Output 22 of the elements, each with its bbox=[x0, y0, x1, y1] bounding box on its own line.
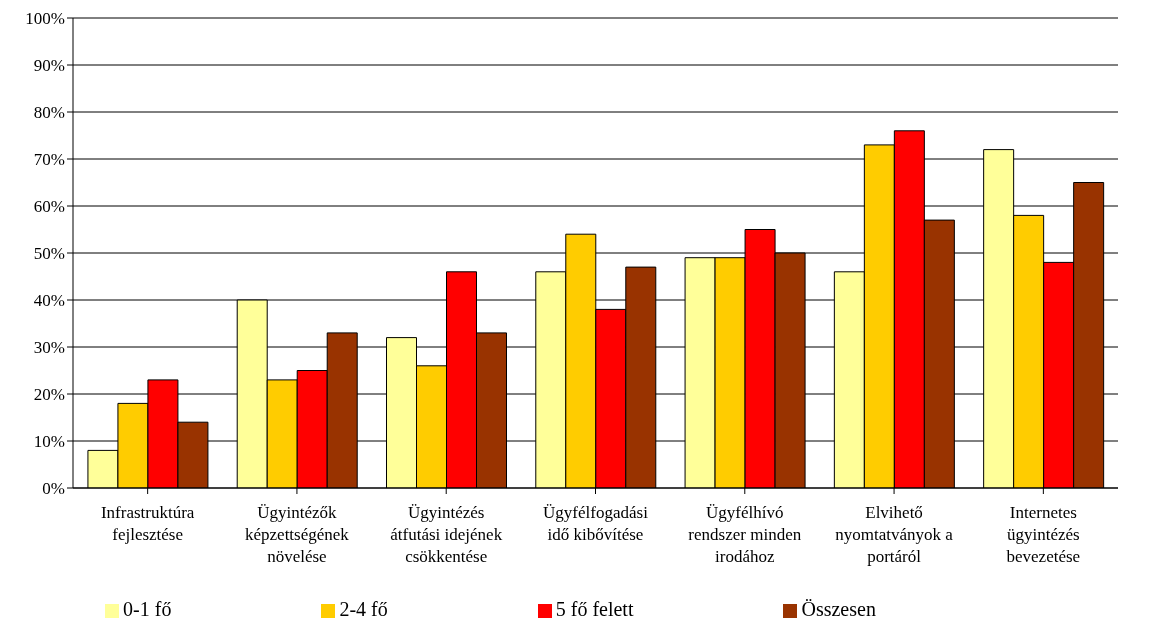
x-tick-label: Ügyfélfogadási idő kibővítése bbox=[543, 503, 649, 544]
y-tick-label: 100% bbox=[25, 9, 65, 29]
x-tick-label: Internetes ügyintézés bevezetése bbox=[1006, 503, 1081, 566]
legend-label: Összesen bbox=[801, 598, 876, 620]
y-tick-label: 60% bbox=[33, 197, 65, 217]
x-tick-label: Ügyintézők képzettségének növelése bbox=[245, 503, 350, 566]
x-tick-label: Infrastruktúra fejlesztése bbox=[100, 503, 195, 544]
y-tick-label: 70% bbox=[33, 150, 65, 170]
y-tick-label: 10% bbox=[33, 432, 65, 452]
y-tick-label: 0% bbox=[42, 479, 65, 499]
legend-label: 5 fő felett bbox=[555, 598, 634, 620]
y-tick-label: 20% bbox=[33, 385, 65, 405]
legend-label: 2-4 fő bbox=[339, 598, 388, 620]
x-tick-label: Elvihető nyomtatványok a portáról bbox=[835, 503, 954, 566]
y-tick-label: 40% bbox=[33, 291, 65, 311]
y-tick-label: 90% bbox=[33, 56, 65, 76]
y-tick-label: 50% bbox=[33, 244, 65, 264]
legend-label: 0-1 fő bbox=[123, 598, 172, 620]
x-tick-label: Ügyintézés átfutási idejének csökkentése bbox=[390, 503, 503, 566]
y-tick-label: 80% bbox=[33, 103, 65, 123]
y-tick-label: 30% bbox=[33, 338, 65, 358]
x-tick-label: Ügyfélhívó rendszer minden irodához bbox=[688, 503, 802, 566]
